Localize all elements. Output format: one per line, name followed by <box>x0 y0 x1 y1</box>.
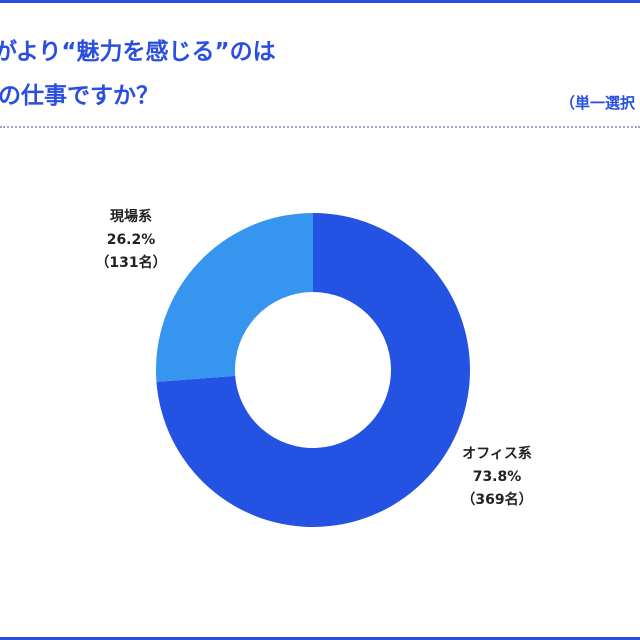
chart-title-line-1: がより“魅力を感じる”のは <box>0 39 276 65</box>
slice-label-count-field: （131名） <box>95 254 166 271</box>
dotted-divider <box>0 126 640 128</box>
donut-slice-field <box>156 213 313 382</box>
slice-label-count-office: （369名） <box>461 491 532 508</box>
top-border <box>0 0 640 3</box>
slice-label-name-office: オフィス系 <box>462 445 532 462</box>
slice-label-percent-field: 26.2% <box>107 232 156 248</box>
donut-slice-office <box>156 213 471 527</box>
slice-label-name-field: 現場系 <box>110 208 152 225</box>
chart-title: がより“魅力を感じる”のは の仕事ですか？ <box>0 30 560 118</box>
chart-title-line-2: の仕事ですか？ <box>0 83 159 109</box>
bottom-border <box>0 637 640 640</box>
selection-note: （単一選択 <box>560 94 636 112</box>
slice-label-percent-office: 73.8% <box>473 469 522 485</box>
